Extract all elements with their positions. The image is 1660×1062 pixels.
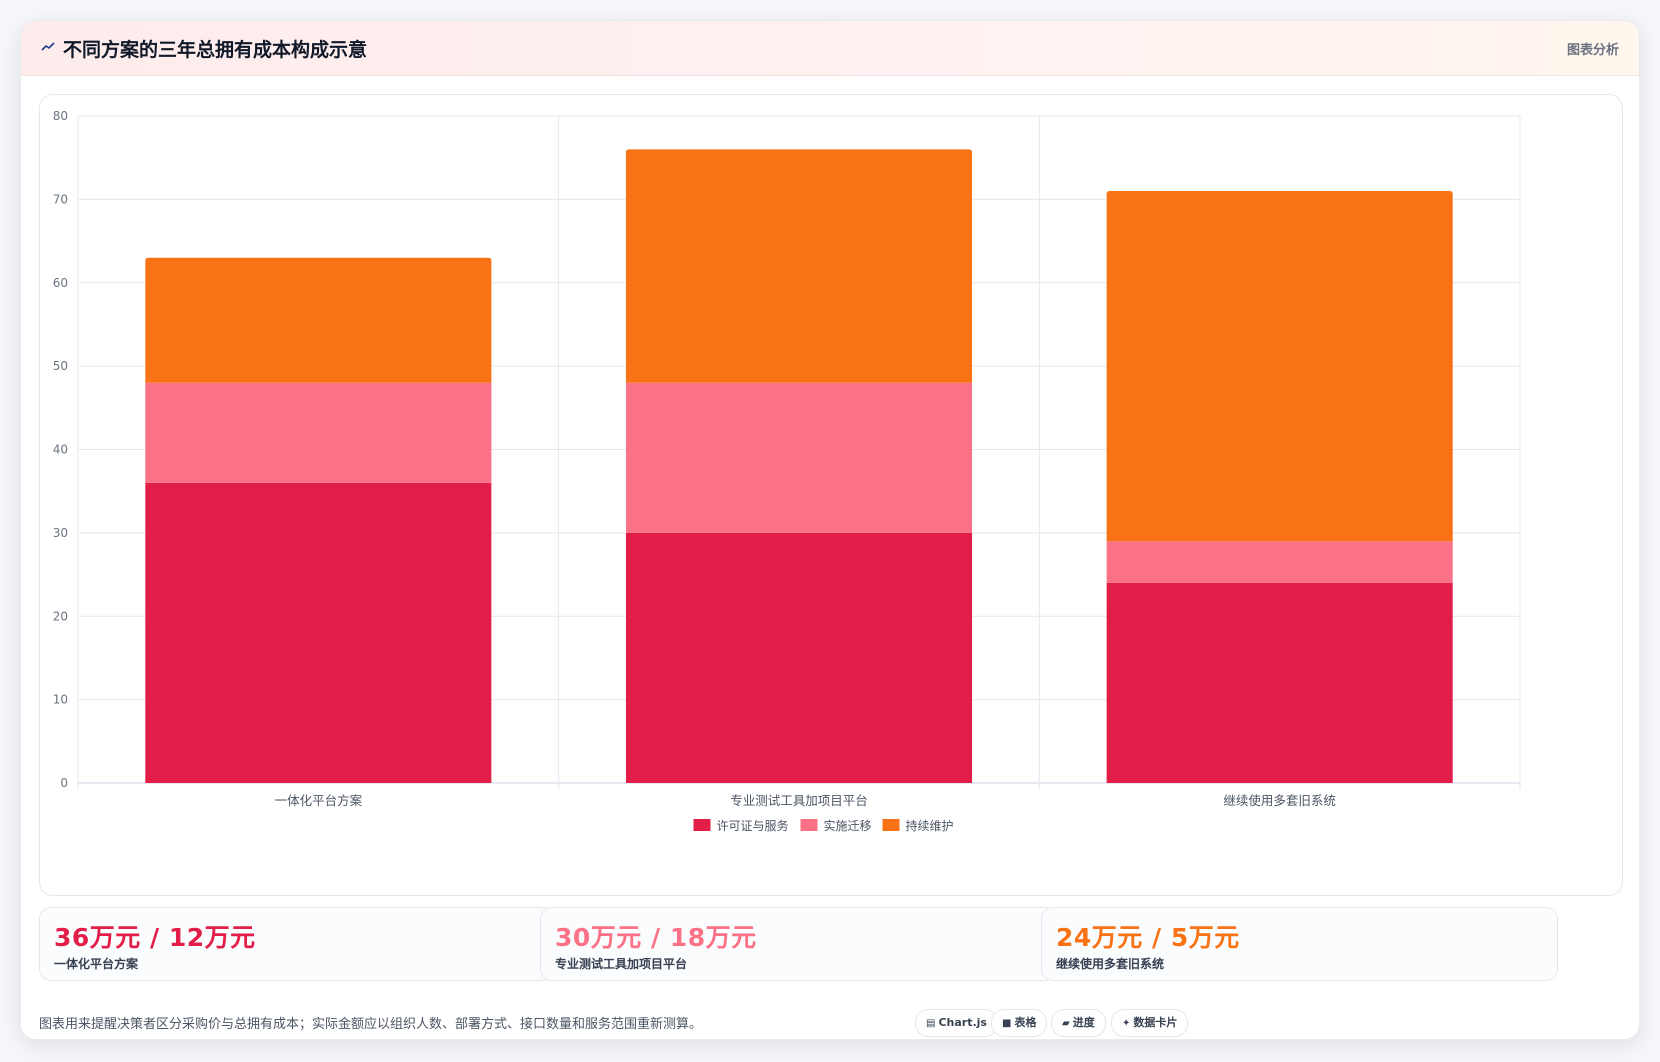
tag-data-card[interactable]: ✦ 数据卡片 bbox=[1111, 1009, 1189, 1037]
bar-segment bbox=[1106, 191, 1453, 542]
footnote: 图表用来提醒决策者区分采购价与总拥有成本；实际金额应以组织人数、部署方式、接口数… bbox=[39, 1017, 703, 1032]
y-tick-label: 80 bbox=[53, 109, 68, 123]
tag-chartjs[interactable]: ▤ Chart.js bbox=[915, 1009, 998, 1037]
tag-progress[interactable]: ▰ 进度 bbox=[1051, 1009, 1106, 1037]
y-tick-label: 30 bbox=[53, 526, 68, 540]
y-tick-label: 0 bbox=[60, 776, 68, 790]
y-tick-label: 40 bbox=[53, 443, 68, 457]
card-header: 不同方案的三年总拥有成本构成示意 图表分析 bbox=[21, 21, 1639, 76]
legend-swatch bbox=[882, 819, 900, 831]
x-tick-label: 一体化平台方案 bbox=[275, 793, 363, 808]
x-tick-label: 专业测试工具加项目平台 bbox=[730, 793, 868, 808]
y-tick-label: 50 bbox=[53, 359, 68, 373]
stat-label: 专业测试工具加项目平台 bbox=[555, 957, 688, 971]
legend-swatch bbox=[800, 819, 818, 831]
bar-segment bbox=[625, 149, 973, 383]
chart-icon: ▤ bbox=[926, 1018, 936, 1029]
stat-label: 继续使用多套旧系统 bbox=[1056, 957, 1165, 971]
bar-segment bbox=[145, 482, 492, 783]
y-tick-label: 70 bbox=[53, 192, 68, 206]
legend-label: 持续维护 bbox=[906, 818, 954, 833]
progress-icon: ▰ bbox=[1062, 1018, 1070, 1029]
bar-segment bbox=[1106, 541, 1453, 583]
y-tick-label: 20 bbox=[53, 609, 68, 623]
stat-value: 30万元 / 18万元 bbox=[555, 923, 757, 952]
bar-segment bbox=[625, 382, 973, 533]
chart-analysis-badge: 图表分析 bbox=[1566, 43, 1619, 58]
stat-card-legacy: 24万元 / 5万元 继续使用多套旧系统 bbox=[1041, 907, 1558, 981]
page-title: 不同方案的三年总拥有成本构成示意 bbox=[63, 39, 368, 61]
chart-panel: 0 10 20 30 40 50 60 70 80 一体化平台方案 专业测试工具加项目平台 继续使用多… bbox=[39, 94, 1623, 896]
stat-cards: 36万元 / 12万元 一体化平台方案 30万元 / 18万元 专业测试工具加项… bbox=[39, 907, 1623, 981]
chart-card: 不同方案的三年总拥有成本构成示意 图表分析 0 10 20 30 40 50 60 70 80 一… bbox=[20, 20, 1640, 1040]
tag-label: Chart.js bbox=[938, 1016, 987, 1029]
tag-label: 进度 bbox=[1072, 1016, 1095, 1029]
stat-value: 36万元 / 12万元 bbox=[54, 923, 256, 952]
tag-table[interactable]: ■ 表格 bbox=[991, 1009, 1048, 1037]
bar-segment bbox=[625, 532, 973, 783]
tag-label: 表格 bbox=[1014, 1016, 1037, 1029]
legend-label: 许可证与服务 bbox=[717, 818, 789, 833]
x-tick-label: 继续使用多套旧系统 bbox=[1223, 793, 1336, 808]
sparkle-icon: ✦ bbox=[1122, 1018, 1131, 1029]
bar-segment bbox=[1106, 582, 1453, 783]
table-icon: ■ bbox=[1002, 1018, 1012, 1029]
y-tick-label: 60 bbox=[53, 276, 68, 290]
trend-icon bbox=[41, 42, 55, 51]
stacked-bar-chart: 0 10 20 30 40 50 60 70 80 一体化平台方案 专业测试工具加项目平台 继续使用多… bbox=[53, 109, 1521, 833]
bar-segment bbox=[145, 257, 492, 383]
stat-label: 一体化平台方案 bbox=[54, 957, 139, 971]
tag-label: 数据卡片 bbox=[1133, 1016, 1178, 1029]
stat-card-integrated: 36万元 / 12万元 一体化平台方案 bbox=[39, 907, 556, 981]
y-tick-label: 10 bbox=[53, 693, 68, 707]
legend-label: 实施迁移 bbox=[824, 818, 872, 833]
bar-segment bbox=[145, 382, 492, 483]
stat-value: 24万元 / 5万元 bbox=[1056, 923, 1240, 952]
legend-swatch bbox=[693, 819, 711, 831]
stat-card-professional: 30万元 / 18万元 专业测试工具加项目平台 bbox=[540, 907, 1057, 981]
